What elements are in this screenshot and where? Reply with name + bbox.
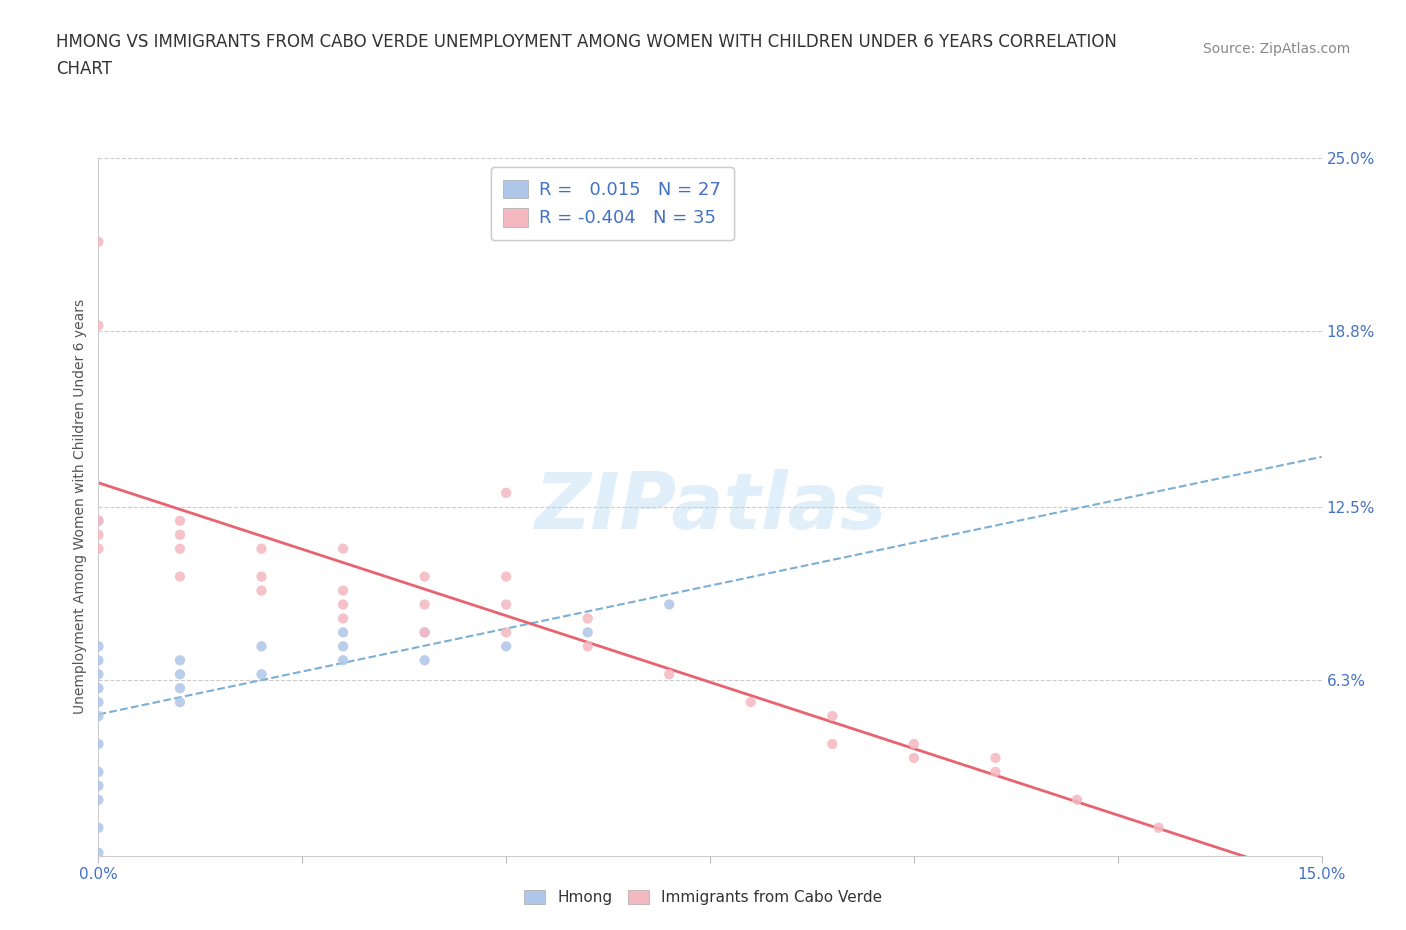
Point (903, 751, 925, 765)
Point (576, 611, 599, 626)
Point (332, 639, 354, 654)
Point (658, 667, 681, 682)
Point (87, 820, 110, 835)
Text: CHART: CHART (56, 60, 112, 78)
Point (658, 597, 681, 612)
Point (169, 541, 191, 556)
Point (87, 653, 110, 668)
Point (495, 597, 517, 612)
Point (87, 667, 110, 682)
Point (413, 625, 436, 640)
Point (87, 234, 110, 249)
Point (87, 318, 110, 333)
Point (413, 569, 436, 584)
Point (413, 597, 436, 612)
Point (576, 639, 599, 654)
Point (250, 639, 273, 654)
Point (87, 845, 110, 860)
Text: HMONG VS IMMIGRANTS FROM CABO VERDE UNEMPLOYMENT AMONG WOMEN WITH CHILDREN UNDER: HMONG VS IMMIGRANTS FROM CABO VERDE UNEM… (56, 33, 1118, 50)
Point (576, 625, 599, 640)
Point (413, 625, 436, 640)
Point (984, 751, 1007, 765)
Point (87, 527, 110, 542)
Point (903, 737, 925, 751)
Y-axis label: Unemployment Among Women with Children Under 6 years: Unemployment Among Women with Children U… (73, 299, 87, 714)
Point (1147, 820, 1170, 835)
Point (332, 583, 354, 598)
Point (495, 485, 517, 500)
Point (250, 583, 273, 598)
Point (87, 792, 110, 807)
Point (332, 541, 354, 556)
Point (495, 569, 517, 584)
Point (87, 737, 110, 751)
Point (169, 695, 191, 710)
Point (495, 625, 517, 640)
Point (169, 513, 191, 528)
Point (495, 639, 517, 654)
Point (87, 513, 110, 528)
Point (169, 681, 191, 696)
Point (169, 527, 191, 542)
Point (250, 667, 273, 682)
Point (821, 737, 844, 751)
Point (332, 597, 354, 612)
Point (87, 513, 110, 528)
Point (169, 569, 191, 584)
Point (1066, 792, 1088, 807)
Point (250, 541, 273, 556)
Point (87, 778, 110, 793)
Point (413, 653, 436, 668)
Point (169, 667, 191, 682)
Text: Source: ZipAtlas.com: Source: ZipAtlas.com (1202, 42, 1350, 56)
Point (87, 764, 110, 779)
Point (984, 764, 1007, 779)
Point (87, 639, 110, 654)
Point (250, 569, 273, 584)
Point (332, 653, 354, 668)
Legend: Hmong, Immigrants from Cabo Verde: Hmong, Immigrants from Cabo Verde (516, 883, 890, 913)
Point (169, 653, 191, 668)
Point (821, 709, 844, 724)
Point (332, 625, 354, 640)
Point (87, 709, 110, 724)
Point (87, 681, 110, 696)
Text: ZIPatlas: ZIPatlas (534, 469, 886, 545)
Point (87, 541, 110, 556)
Legend: R =   0.015   N = 27, R = -0.404   N = 35: R = 0.015 N = 27, R = -0.404 N = 35 (491, 167, 734, 240)
Point (332, 611, 354, 626)
Point (740, 695, 762, 710)
Point (87, 695, 110, 710)
